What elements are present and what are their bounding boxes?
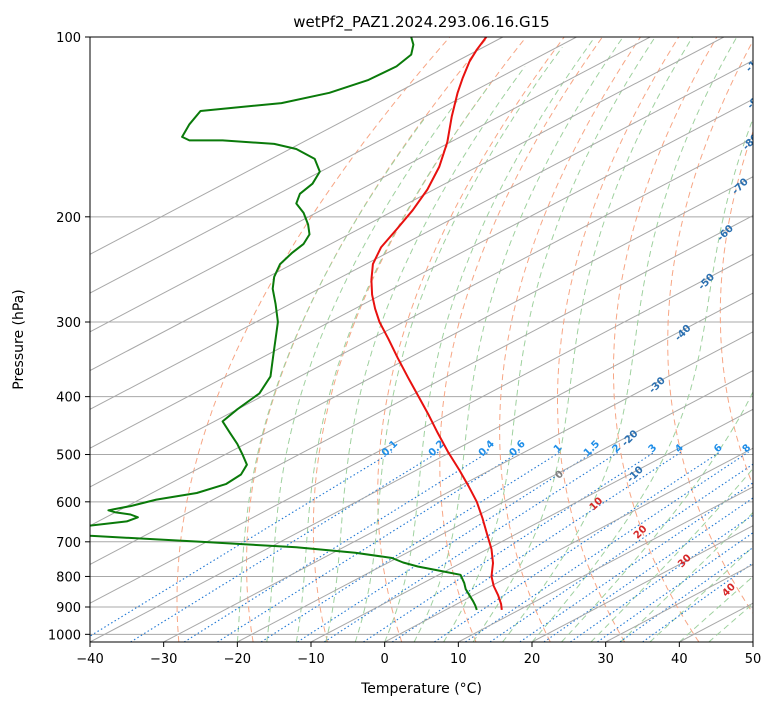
moist-adiabat-line [678, 575, 753, 642]
isotherm-line [90, 37, 725, 372]
mixing-ratio-line [519, 482, 753, 642]
isotherm-line [90, 214, 753, 566]
mixing-ratio-line [217, 451, 520, 642]
y-tick-label: 600 [56, 496, 81, 511]
isotherm-line [310, 408, 753, 642]
dry-adiabat-line [719, 130, 753, 487]
chart-title: wetPf2_PAZ1.2024.293.06.16.G15 [293, 13, 549, 32]
moist-adiabat-line [354, 46, 563, 642]
y-tick-label: 300 [56, 316, 81, 331]
y-tick-label: 200 [56, 211, 81, 226]
dewpoint-profile [90, 37, 478, 611]
moist-adiabat-line [472, 37, 694, 642]
dry-adiabats [176, 37, 775, 642]
isotherm-line [90, 176, 753, 527]
isotherm-line [458, 486, 753, 642]
x-tick-label: 30 [597, 652, 614, 667]
dry-adiabat-line [499, 37, 641, 642]
temperature-profile [370, 37, 503, 611]
mixing-ratio-line [297, 451, 595, 642]
isotherm-line [90, 37, 651, 333]
isotherm-line [90, 59, 753, 410]
dry-adiabat-line [557, 37, 680, 642]
isobar-grid [90, 37, 753, 635]
isotherm-line [90, 292, 753, 642]
dry-adiabat-line [667, 39, 753, 615]
moist-adiabat-line [502, 37, 738, 642]
moist-adiabat-line [295, 84, 491, 642]
isotherm-line [163, 331, 753, 642]
dry-adiabat-line [613, 37, 718, 642]
moist-adiabat-line [384, 37, 596, 642]
y-tick-label: 700 [56, 536, 81, 551]
isotherm-line [384, 447, 753, 642]
plot-frame [89, 36, 754, 643]
dry-adiabat-line [377, 37, 565, 642]
mixing-ratio-line [570, 514, 753, 642]
mixing-ratio-line [363, 451, 656, 642]
mixing-ratio-label: 10 [761, 440, 775, 458]
x-tick-label: 50 [745, 652, 762, 667]
x-tick-label: 20 [524, 652, 541, 667]
mixing-ratio-line [543, 497, 753, 642]
sounding-profiles [90, 37, 503, 611]
moist-adiabat-line [561, 390, 753, 642]
isotherm-label: -100 [744, 49, 770, 75]
moist-adiabat-line [590, 467, 753, 642]
y-tick-label: 500 [56, 449, 81, 464]
mixing-ratio-line [619, 546, 753, 642]
dry-adiabat-line [771, 37, 775, 642]
y-tick-label: 800 [56, 570, 81, 585]
isotherm-label: -90 [745, 91, 766, 112]
x-tick-label: −20 [224, 652, 251, 667]
dry-adiabat-line [176, 37, 451, 642]
moist-adiabat-line [266, 100, 458, 642]
x-axis: −40 −30 −20 −10 0 10 20 30 40 50 [76, 642, 761, 667]
isotherm-line [237, 370, 753, 642]
x-tick-label: 10 [450, 652, 467, 667]
x-axis-label: Temperature (°C) [360, 681, 482, 697]
dry-adiabat-line [246, 37, 489, 642]
isotherm-line [90, 98, 753, 449]
x-tick-label: −10 [297, 652, 324, 667]
x-tick-label: −40 [76, 652, 103, 667]
mixing-ratio-line [260, 451, 561, 642]
x-tick-label: 40 [671, 652, 688, 667]
x-tick-label: −30 [150, 652, 177, 667]
moist-adiabat-line [531, 117, 753, 642]
moist-adiabat-line [649, 546, 753, 642]
mixing-ratio-line [391, 451, 682, 642]
isotherm-line [752, 641, 753, 642]
isotherm-line [90, 37, 504, 255]
isotherm-line [90, 253, 753, 604]
x-tick-label: 0 [381, 652, 389, 667]
mixing-ratio-line [597, 532, 753, 642]
isotherm-line [90, 137, 753, 488]
moist-adiabat-line [620, 511, 753, 642]
y-axis-label: Pressure (hPa) [11, 289, 27, 389]
mixing-ratio-line [183, 451, 490, 642]
mixing-ratio-line [642, 562, 753, 642]
y-axis: 100 200 300 400 500 600 700 800 900 1000 [48, 31, 90, 643]
y-tick-label: 100 [56, 31, 81, 46]
moist-adiabat-line [325, 66, 526, 642]
mixing-ratio-line [90, 451, 393, 637]
dry-adiabat-line [439, 37, 603, 642]
isotherm-grid [90, 37, 753, 642]
y-tick-label: 900 [56, 601, 81, 616]
mixing-ratio-line [434, 451, 721, 642]
y-tick-label: 1000 [48, 628, 81, 643]
isotherm-line [531, 525, 753, 642]
isotherm-line [90, 37, 577, 294]
mixing-ratio-lines [90, 451, 753, 642]
dry-adiabat-line [312, 37, 527, 642]
y-tick-label: 400 [56, 391, 81, 406]
